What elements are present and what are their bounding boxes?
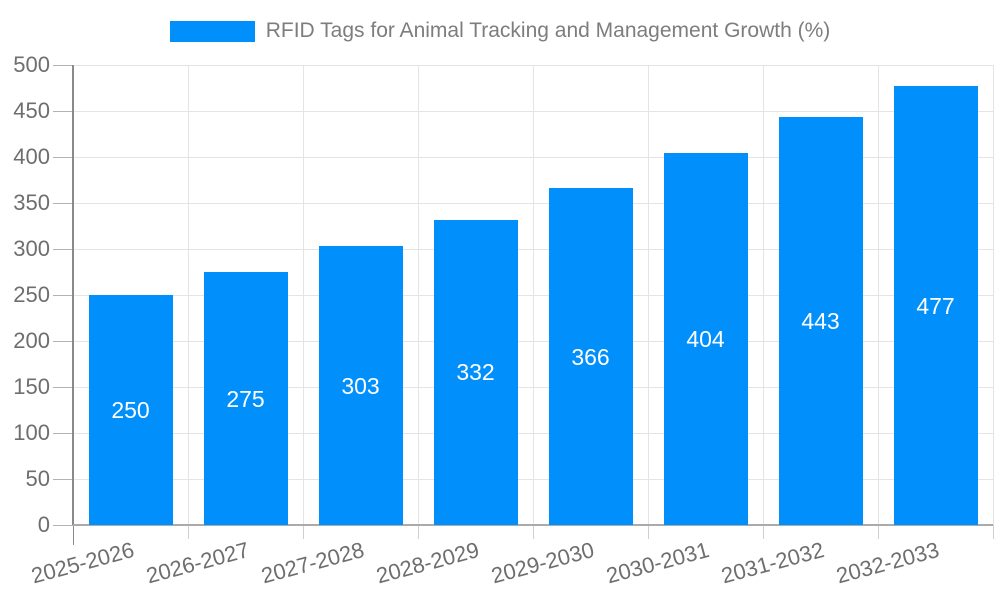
- x-axis-tick-label: 2032-2033: [833, 537, 942, 589]
- bar: 275: [203, 272, 288, 525]
- bar: 477: [893, 86, 978, 525]
- legend-label: RFID Tags for Animal Tracking and Manage…: [265, 19, 831, 42]
- bar-value-label: 332: [456, 359, 495, 386]
- legend-color-swatch: [169, 20, 255, 42]
- x-axis-tick: [187, 525, 189, 539]
- y-axis-tick-label: 350: [13, 190, 50, 215]
- bar-value-label: 275: [226, 385, 265, 412]
- y-axis-tick: [53, 340, 73, 342]
- bar-value-label: 404: [686, 326, 725, 353]
- y-axis-tick-label: 150: [13, 374, 50, 399]
- y-axis-tick: [53, 524, 73, 526]
- x-axis-tick-label: 2025-2026: [28, 537, 137, 589]
- bar-value-label: 443: [801, 308, 840, 335]
- y-axis-tick-label: 50: [25, 466, 50, 491]
- y-axis-tick: [53, 156, 73, 158]
- y-axis-tick: [53, 248, 73, 250]
- bar-value-label: 250: [111, 397, 150, 423]
- x-axis-tick-label: 2027-2028: [258, 537, 367, 589]
- chart-legend-item[interactable]: RFID Tags for Animal Tracking and Manage…: [0, 19, 1000, 43]
- bar: 250: [88, 295, 173, 525]
- x-axis-tick: [302, 525, 304, 539]
- y-axis-tick-label: 200: [13, 328, 50, 353]
- bar-value-label: 303: [341, 372, 380, 399]
- x-axis-tick: [417, 525, 419, 539]
- gridline-vertical: [187, 65, 189, 525]
- x-axis-tick: [647, 525, 649, 539]
- y-axis-tick-label: 0: [37, 512, 50, 537]
- bar-value-label: 477: [916, 292, 955, 319]
- y-axis-tick: [53, 432, 73, 434]
- x-axis-tick: [532, 525, 534, 539]
- y-axis-tick: [53, 110, 73, 112]
- x-axis-tick-label: 2029-2030: [488, 537, 597, 589]
- y-axis-tick: [53, 386, 73, 388]
- x-axis-tick-label: 2030-2031: [603, 537, 712, 589]
- y-axis-tick-label: 300: [13, 236, 50, 261]
- x-axis-tick: [72, 525, 74, 545]
- y-axis-tick-label: 100: [13, 420, 50, 445]
- bar: 332: [433, 219, 518, 525]
- x-axis-tick: [877, 525, 879, 539]
- y-axis-tick: [53, 478, 73, 480]
- y-axis-tick-label: 400: [13, 144, 50, 169]
- gridline-vertical: [302, 65, 304, 525]
- x-axis-tick-label: 2028-2029: [373, 537, 482, 589]
- x-axis-tick-label: 2026-2027: [143, 537, 252, 589]
- y-axis-tick-label: 450: [13, 98, 50, 123]
- bar: 303: [318, 246, 403, 525]
- x-axis-line: [73, 524, 993, 526]
- y-axis-tick: [53, 294, 73, 296]
- gridline-vertical: [647, 65, 649, 525]
- gridline-vertical: [992, 65, 994, 525]
- y-axis-tick-label: 500: [13, 52, 50, 77]
- x-axis-tick: [992, 525, 994, 539]
- y-axis-line: [72, 65, 74, 525]
- bar: 366: [548, 188, 633, 525]
- y-axis-tick-label: 250: [13, 282, 50, 307]
- gridline-vertical: [532, 65, 534, 525]
- bar-value-label: 366: [571, 343, 610, 370]
- gridline-vertical: [762, 65, 764, 525]
- gridline-vertical: [877, 65, 879, 525]
- y-axis-tick: [53, 202, 73, 204]
- gridline-vertical: [417, 65, 419, 525]
- y-axis-tick: [53, 64, 73, 66]
- x-axis-tick: [762, 525, 764, 539]
- bar: 443: [778, 117, 863, 525]
- x-axis-tick-label: 2031-2032: [718, 537, 827, 589]
- bar: 404: [663, 153, 748, 525]
